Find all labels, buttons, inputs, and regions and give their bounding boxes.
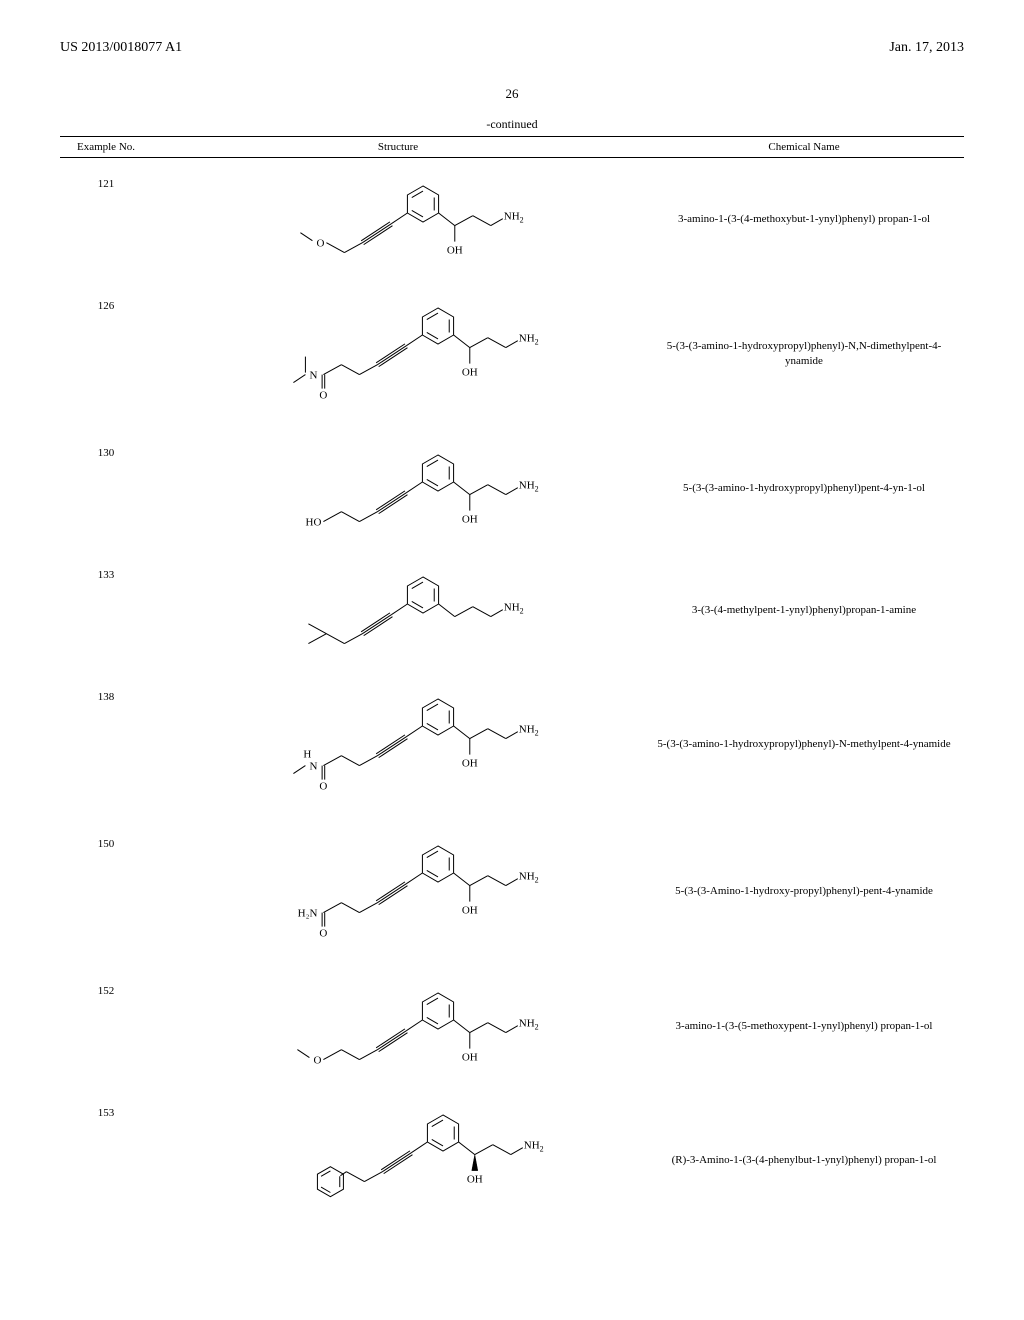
svg-text:O: O — [313, 1055, 321, 1067]
chemical-name-cell: 5-(3-(3-amino-1-hydroxypropyl)phenyl)-N,… — [644, 280, 964, 427]
structure-svg: NH2 — [208, 555, 588, 665]
table-row: 152 O OH NH2 3-amino-1-(3-(5-methoxypent-1-y… — [60, 965, 964, 1087]
svg-text:OH: OH — [467, 1174, 483, 1186]
structure-svg: O OH NH2 — [208, 971, 588, 1081]
svg-text:O: O — [319, 390, 327, 402]
structure-cell: NH2 — [152, 549, 644, 671]
structure-cell: HO OH NH2 — [152, 427, 644, 549]
table-row: 150 OH₂N OH NH2 5-(3-(3-Amino-1-hydroxy-prop… — [60, 818, 964, 965]
example-number-cell: 121 — [60, 158, 152, 281]
table-row: 133 NH2 3-(3-(4-methylpent-1-ynyl)phenyl)p… — [60, 549, 964, 671]
svg-text:OH: OH — [447, 245, 463, 257]
publication-date: Jan. 17, 2013 — [889, 40, 964, 56]
svg-text:O: O — [319, 928, 327, 940]
structure-svg: HO OH NH2 — [208, 433, 588, 543]
example-number-cell: 126 — [60, 280, 152, 427]
col-header-example: Example No. — [60, 137, 152, 158]
chemical-name-cell: 3-amino-1-(3-(5-methoxypent-1-ynyl)pheny… — [644, 965, 964, 1087]
svg-text:OH: OH — [462, 758, 478, 770]
publication-number: US 2013/0018077 A1 — [60, 40, 182, 56]
svg-text:NH2: NH2 — [504, 602, 524, 616]
svg-text:NH2: NH2 — [519, 724, 539, 738]
svg-text:N: N — [309, 370, 317, 382]
structure-cell: OH₂N OH NH2 — [152, 818, 644, 965]
chemical-name-cell: 3-(3-(4-methylpent-1-ynyl)phenyl)propan-… — [644, 549, 964, 671]
table-row: 153 OH NH2 (R)-3-Amino-1-(3-(4-phenylbut-1-… — [60, 1087, 964, 1234]
table-row: 126 ON OH NH2 5-(3-(3-amino-1-hydroxypropyl)… — [60, 280, 964, 427]
example-number-cell: 138 — [60, 671, 152, 818]
col-header-name: Chemical Name — [644, 137, 964, 158]
structure-svg: O OH NH2 — [208, 164, 588, 274]
svg-text:H₂N: H₂N — [298, 908, 318, 920]
table-row: 130 HO OH NH2 5-(3-(3-amino-1-hydroxypropyl)… — [60, 427, 964, 549]
structure-cell: ON OH NH2 — [152, 280, 644, 427]
svg-text:NH2: NH2 — [504, 211, 524, 225]
chemical-name-cell: 5-(3-(3-amino-1-hydroxypropyl)phenyl)-N-… — [644, 671, 964, 818]
svg-text:O: O — [316, 238, 324, 250]
svg-text:OH: OH — [462, 514, 478, 526]
table-row: 138 ONH OH NH2 5-(3-(3-amino-1-hydroxypropyl… — [60, 671, 964, 818]
svg-text:NH2: NH2 — [519, 480, 539, 494]
continued-label: -continued — [60, 117, 964, 132]
chemical-name-cell: 5-(3-(3-Amino-1-hydroxy-propyl)phenyl)-p… — [644, 818, 964, 965]
col-header-structure: Structure — [152, 137, 644, 158]
svg-text:OH: OH — [462, 905, 478, 917]
table-row: 121 O OH NH2 3-amino-1-(3-(4-methoxybut-1-yn… — [60, 158, 964, 281]
example-number-cell: 130 — [60, 427, 152, 549]
structure-cell: ONH OH NH2 — [152, 671, 644, 818]
example-number-cell: 150 — [60, 818, 152, 965]
svg-text:OH: OH — [462, 367, 478, 379]
table-body: 121OOHNH23-amino-1-(3-(4-methoxybut-1-yn… — [60, 158, 964, 1235]
example-number-cell: 133 — [60, 549, 152, 671]
structure-cell: OH NH2 — [152, 1087, 644, 1234]
svg-text:O: O — [319, 781, 327, 793]
chemical-name-cell: (R)-3-Amino-1-(3-(4-phenylbut-1-ynyl)phe… — [644, 1087, 964, 1234]
example-number-cell: 152 — [60, 965, 152, 1087]
page-header: US 2013/0018077 A1 Jan. 17, 2013 — [60, 40, 964, 56]
structure-cell: O OH NH2 — [152, 158, 644, 281]
structure-svg: OH NH2 — [208, 1093, 588, 1228]
svg-text:OH: OH — [462, 1052, 478, 1064]
structure-cell: O OH NH2 — [152, 965, 644, 1087]
patent-page: US 2013/0018077 A1 Jan. 17, 2013 26 -con… — [0, 0, 1024, 1320]
svg-text:NH2: NH2 — [524, 1140, 544, 1154]
svg-text:N: N — [309, 761, 317, 773]
svg-text:H: H — [303, 749, 311, 761]
chemical-name-cell: 3-amino-1-(3-(4-methoxybut-1-ynyl)phenyl… — [644, 158, 964, 281]
page-number: 26 — [60, 86, 964, 102]
structure-svg: ONH OH NH2 — [208, 677, 588, 812]
svg-text:HO: HO — [306, 517, 322, 529]
example-number-cell: 153 — [60, 1087, 152, 1234]
svg-text:NH2: NH2 — [519, 1018, 539, 1032]
compounds-table: Example No. Structure Chemical Name 121 O… — [60, 136, 964, 1234]
svg-text:NH2: NH2 — [519, 871, 539, 885]
structure-svg: ON OH NH2 — [208, 286, 588, 421]
structure-svg: OH₂N OH NH2 — [208, 824, 588, 959]
table-header-row: Example No. Structure Chemical Name — [60, 137, 964, 158]
svg-text:NH2: NH2 — [519, 333, 539, 347]
chemical-name-cell: 5-(3-(3-amino-1-hydroxypropyl)phenyl)pen… — [644, 427, 964, 549]
